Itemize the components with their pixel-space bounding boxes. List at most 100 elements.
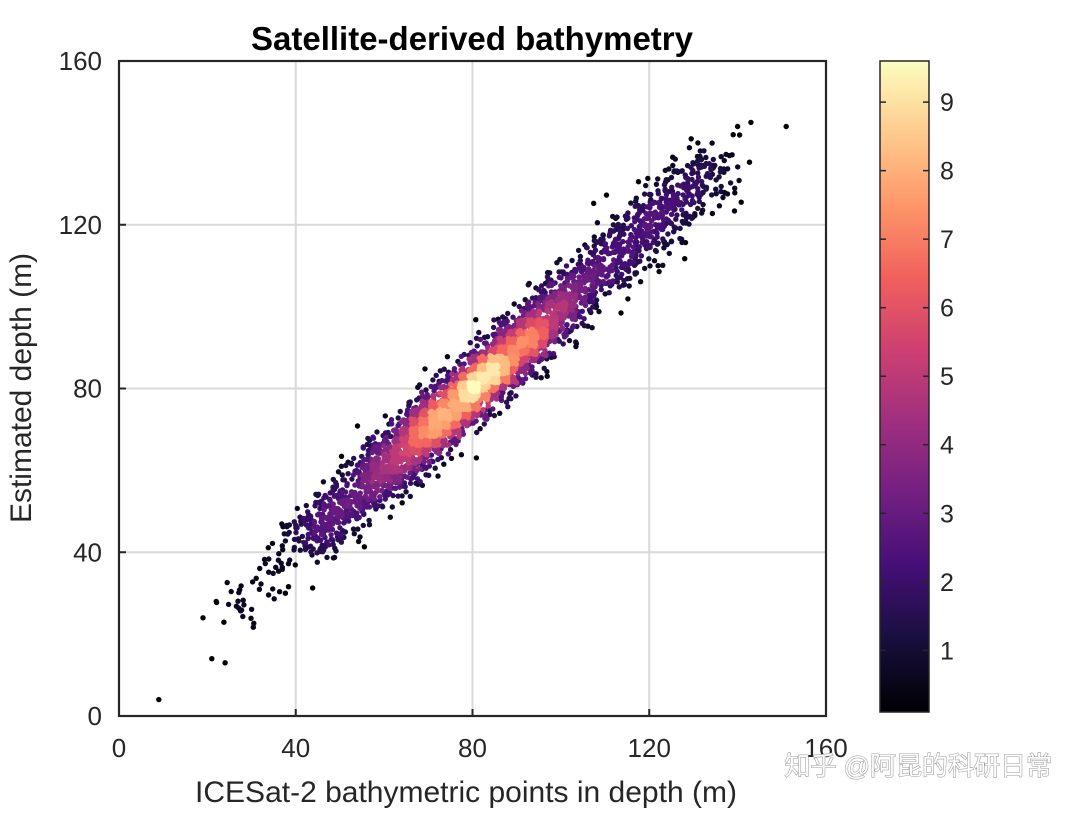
data-point	[462, 411, 468, 417]
data-point	[563, 332, 569, 338]
data-point	[328, 532, 334, 538]
data-point	[591, 234, 597, 240]
colorbar-tick-label: 4	[940, 432, 954, 460]
data-point	[488, 353, 495, 360]
data-point	[333, 530, 340, 536]
data-point	[209, 656, 215, 662]
data-point	[652, 222, 659, 228]
data-point	[666, 250, 672, 257]
data-point	[659, 224, 665, 230]
data-point	[273, 564, 279, 570]
data-point	[284, 522, 290, 529]
data-point	[330, 501, 336, 507]
data-point	[314, 559, 320, 565]
data-point	[426, 472, 432, 478]
data-point	[224, 579, 230, 586]
data-point	[665, 206, 671, 212]
data-point	[695, 205, 701, 212]
data-point	[683, 184, 689, 191]
data-point	[468, 368, 474, 374]
data-point	[321, 495, 327, 501]
data-point	[291, 544, 298, 551]
data-point	[467, 374, 473, 380]
data-point	[261, 556, 268, 563]
data-point	[641, 191, 648, 197]
data-point	[464, 423, 470, 429]
data-point	[473, 418, 479, 424]
data-point	[235, 598, 241, 604]
colorbar: 1 2 3 4 5 6 7 8 9	[879, 60, 954, 713]
data-point	[398, 450, 404, 456]
data-point	[783, 123, 789, 130]
data-point	[370, 435, 377, 441]
data-point	[331, 554, 338, 561]
data-point	[694, 153, 701, 160]
data-point	[510, 383, 517, 390]
data-point	[710, 156, 716, 163]
data-point	[605, 251, 611, 257]
data-point	[636, 210, 642, 216]
data-point	[668, 211, 675, 218]
data-point	[569, 272, 575, 278]
data-point	[611, 228, 617, 234]
data-point	[334, 519, 341, 526]
data-point	[625, 296, 631, 302]
colorbar-gradient	[879, 60, 930, 713]
data-point	[276, 551, 282, 557]
data-point	[394, 428, 400, 434]
data-point	[240, 597, 246, 603]
data-point	[458, 452, 465, 458]
data-point	[647, 243, 653, 249]
data-point	[576, 265, 583, 271]
data-point	[491, 387, 497, 393]
data-point	[628, 253, 635, 260]
data-point	[558, 275, 564, 281]
data-point	[628, 200, 634, 206]
data-point	[401, 480, 408, 486]
colorbar-tick-label: 2	[940, 569, 954, 597]
data-point	[526, 311, 532, 317]
data-point	[677, 225, 683, 232]
data-point	[695, 170, 701, 176]
data-point	[571, 311, 577, 317]
data-point	[642, 265, 648, 272]
data-point	[374, 429, 380, 435]
data-point	[474, 429, 480, 436]
data-point	[349, 476, 355, 482]
data-point	[536, 310, 543, 316]
data-point	[655, 191, 662, 197]
data-point	[707, 174, 714, 181]
data-point	[685, 176, 691, 182]
data-point	[628, 231, 634, 238]
data-point	[472, 411, 478, 418]
data-point	[387, 433, 393, 439]
data-point	[560, 341, 566, 347]
data-point	[445, 408, 451, 414]
data-point	[337, 525, 343, 531]
data-point	[679, 218, 685, 225]
data-point	[453, 390, 459, 397]
data-point	[614, 214, 620, 220]
data-point	[441, 411, 448, 417]
data-point	[314, 550, 320, 556]
data-point	[437, 401, 443, 407]
data-point	[400, 417, 407, 423]
data-point	[577, 253, 584, 260]
data-point	[606, 290, 612, 296]
data-point	[630, 244, 637, 250]
data-point	[432, 417, 438, 423]
data-point	[448, 455, 455, 462]
data-point	[518, 317, 524, 323]
data-point	[424, 391, 430, 398]
data-point	[362, 493, 369, 499]
data-point	[419, 389, 425, 395]
data-point	[432, 465, 438, 471]
data-point	[626, 283, 632, 289]
data-point	[615, 221, 621, 228]
data-point	[294, 505, 300, 512]
data-point	[689, 176, 695, 183]
data-point	[610, 222, 617, 228]
data-point	[262, 560, 268, 567]
